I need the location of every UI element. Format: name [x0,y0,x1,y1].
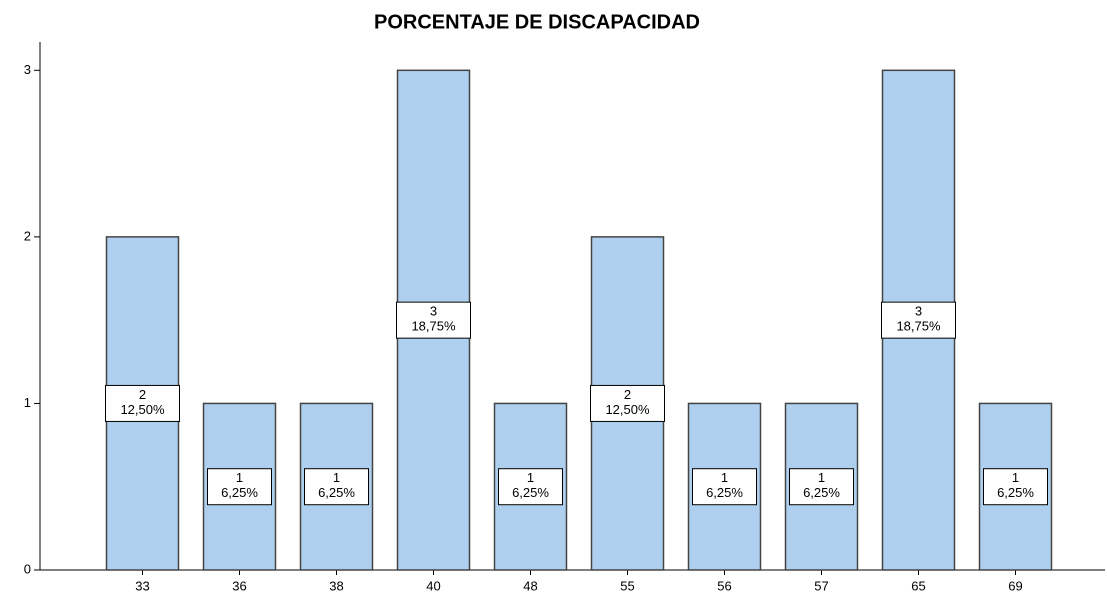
x-tick-label: 55 [620,578,634,593]
data-label-count: 3 [915,304,922,319]
x-tick-label: 57 [814,578,828,593]
x-tick-label: 56 [717,578,731,593]
x-tick-label: 69 [1008,578,1022,593]
data-label-box [207,468,272,506]
x-tick-label: 40 [426,578,440,593]
data-label-count: 1 [818,470,825,485]
data-label-percent: 6,25% [318,485,355,500]
y-tick-label: 3 [24,62,31,77]
data-label-count: 1 [333,470,340,485]
data-label-percent: 6,25% [221,485,258,500]
data-label-count: 2 [139,387,146,402]
data-label-box [983,468,1048,506]
y-tick-label: 2 [24,228,31,243]
data-label-percent: 18,75% [896,319,941,334]
data-label-box [789,468,854,506]
data-label-percent: 12,50% [120,402,165,417]
data-label-count: 3 [430,304,437,319]
data-label-count: 1 [721,470,728,485]
x-tick-label: 65 [911,578,925,593]
x-tick-label: 38 [329,578,343,593]
data-label-percent: 6,25% [706,485,743,500]
data-label-box [692,468,757,506]
data-label-box [498,468,563,506]
x-tick-label: 36 [232,578,246,593]
data-label-count: 1 [236,470,243,485]
data-label-box [396,301,471,339]
data-label-percent: 12,50% [605,402,650,417]
data-label-box [304,468,369,506]
data-label-count: 2 [624,387,631,402]
y-tick-label: 0 [24,561,31,576]
data-label-percent: 18,75% [411,319,456,334]
y-tick-label: 1 [24,395,31,410]
data-label-box [590,384,665,422]
data-label-box [105,384,180,422]
data-label-box [881,301,956,339]
chart-title: PORCENTAJE DE DISCAPACIDAD [374,11,700,33]
data-label-count: 1 [1012,470,1019,485]
data-label-percent: 6,25% [512,485,549,500]
data-label-count: 1 [527,470,534,485]
x-tick-label: 33 [135,578,149,593]
data-label-percent: 6,25% [997,485,1034,500]
data-label-percent: 6,25% [803,485,840,500]
x-tick-label: 48 [523,578,537,593]
